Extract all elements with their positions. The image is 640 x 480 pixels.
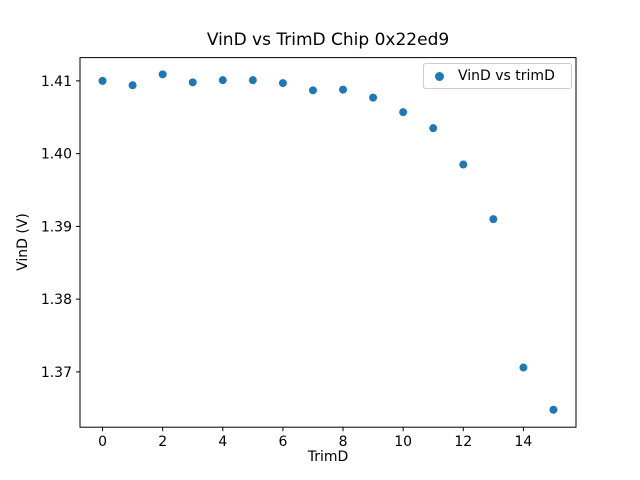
x-tick-label: 12 (454, 434, 472, 450)
data-point (188, 78, 197, 87)
data-point (218, 76, 227, 85)
data-point (248, 76, 257, 85)
y-tick-label: 1.41 (41, 74, 72, 90)
legend-marker-icon (435, 71, 444, 81)
data-point (339, 85, 348, 94)
axes-spines (79, 57, 577, 428)
data-point (278, 79, 287, 88)
data-point (98, 76, 107, 85)
y-tick-label: 1.40 (41, 147, 72, 163)
data-point (369, 93, 378, 102)
x-tick-label: 8 (339, 434, 348, 450)
x-tick-label: 4 (218, 434, 227, 450)
x-tick-label: 2 (158, 434, 167, 450)
x-tick-label: 14 (514, 434, 532, 450)
data-point (429, 124, 438, 133)
data-point (519, 363, 528, 372)
data-point (459, 160, 468, 169)
x-tick-label: 0 (98, 434, 107, 450)
data-point (308, 86, 317, 95)
data-point (158, 70, 167, 79)
data-point (128, 81, 137, 90)
legend-label: VinD vs trimD (458, 68, 555, 84)
x-tick-label: 6 (278, 434, 287, 450)
chart-title: VinD vs TrimD Chip 0x22ed9 (206, 30, 450, 50)
data-point (549, 405, 558, 414)
data-point (489, 215, 498, 224)
data-point (399, 108, 408, 117)
y-tick-label: 1.37 (41, 365, 72, 381)
x-tick-label: 10 (394, 434, 412, 450)
x-axis-label: TrimD (307, 449, 349, 465)
legend: VinD vs trimD (423, 63, 572, 89)
y-tick-label: 1.39 (41, 219, 72, 235)
y-tick-label: 1.38 (41, 292, 72, 308)
